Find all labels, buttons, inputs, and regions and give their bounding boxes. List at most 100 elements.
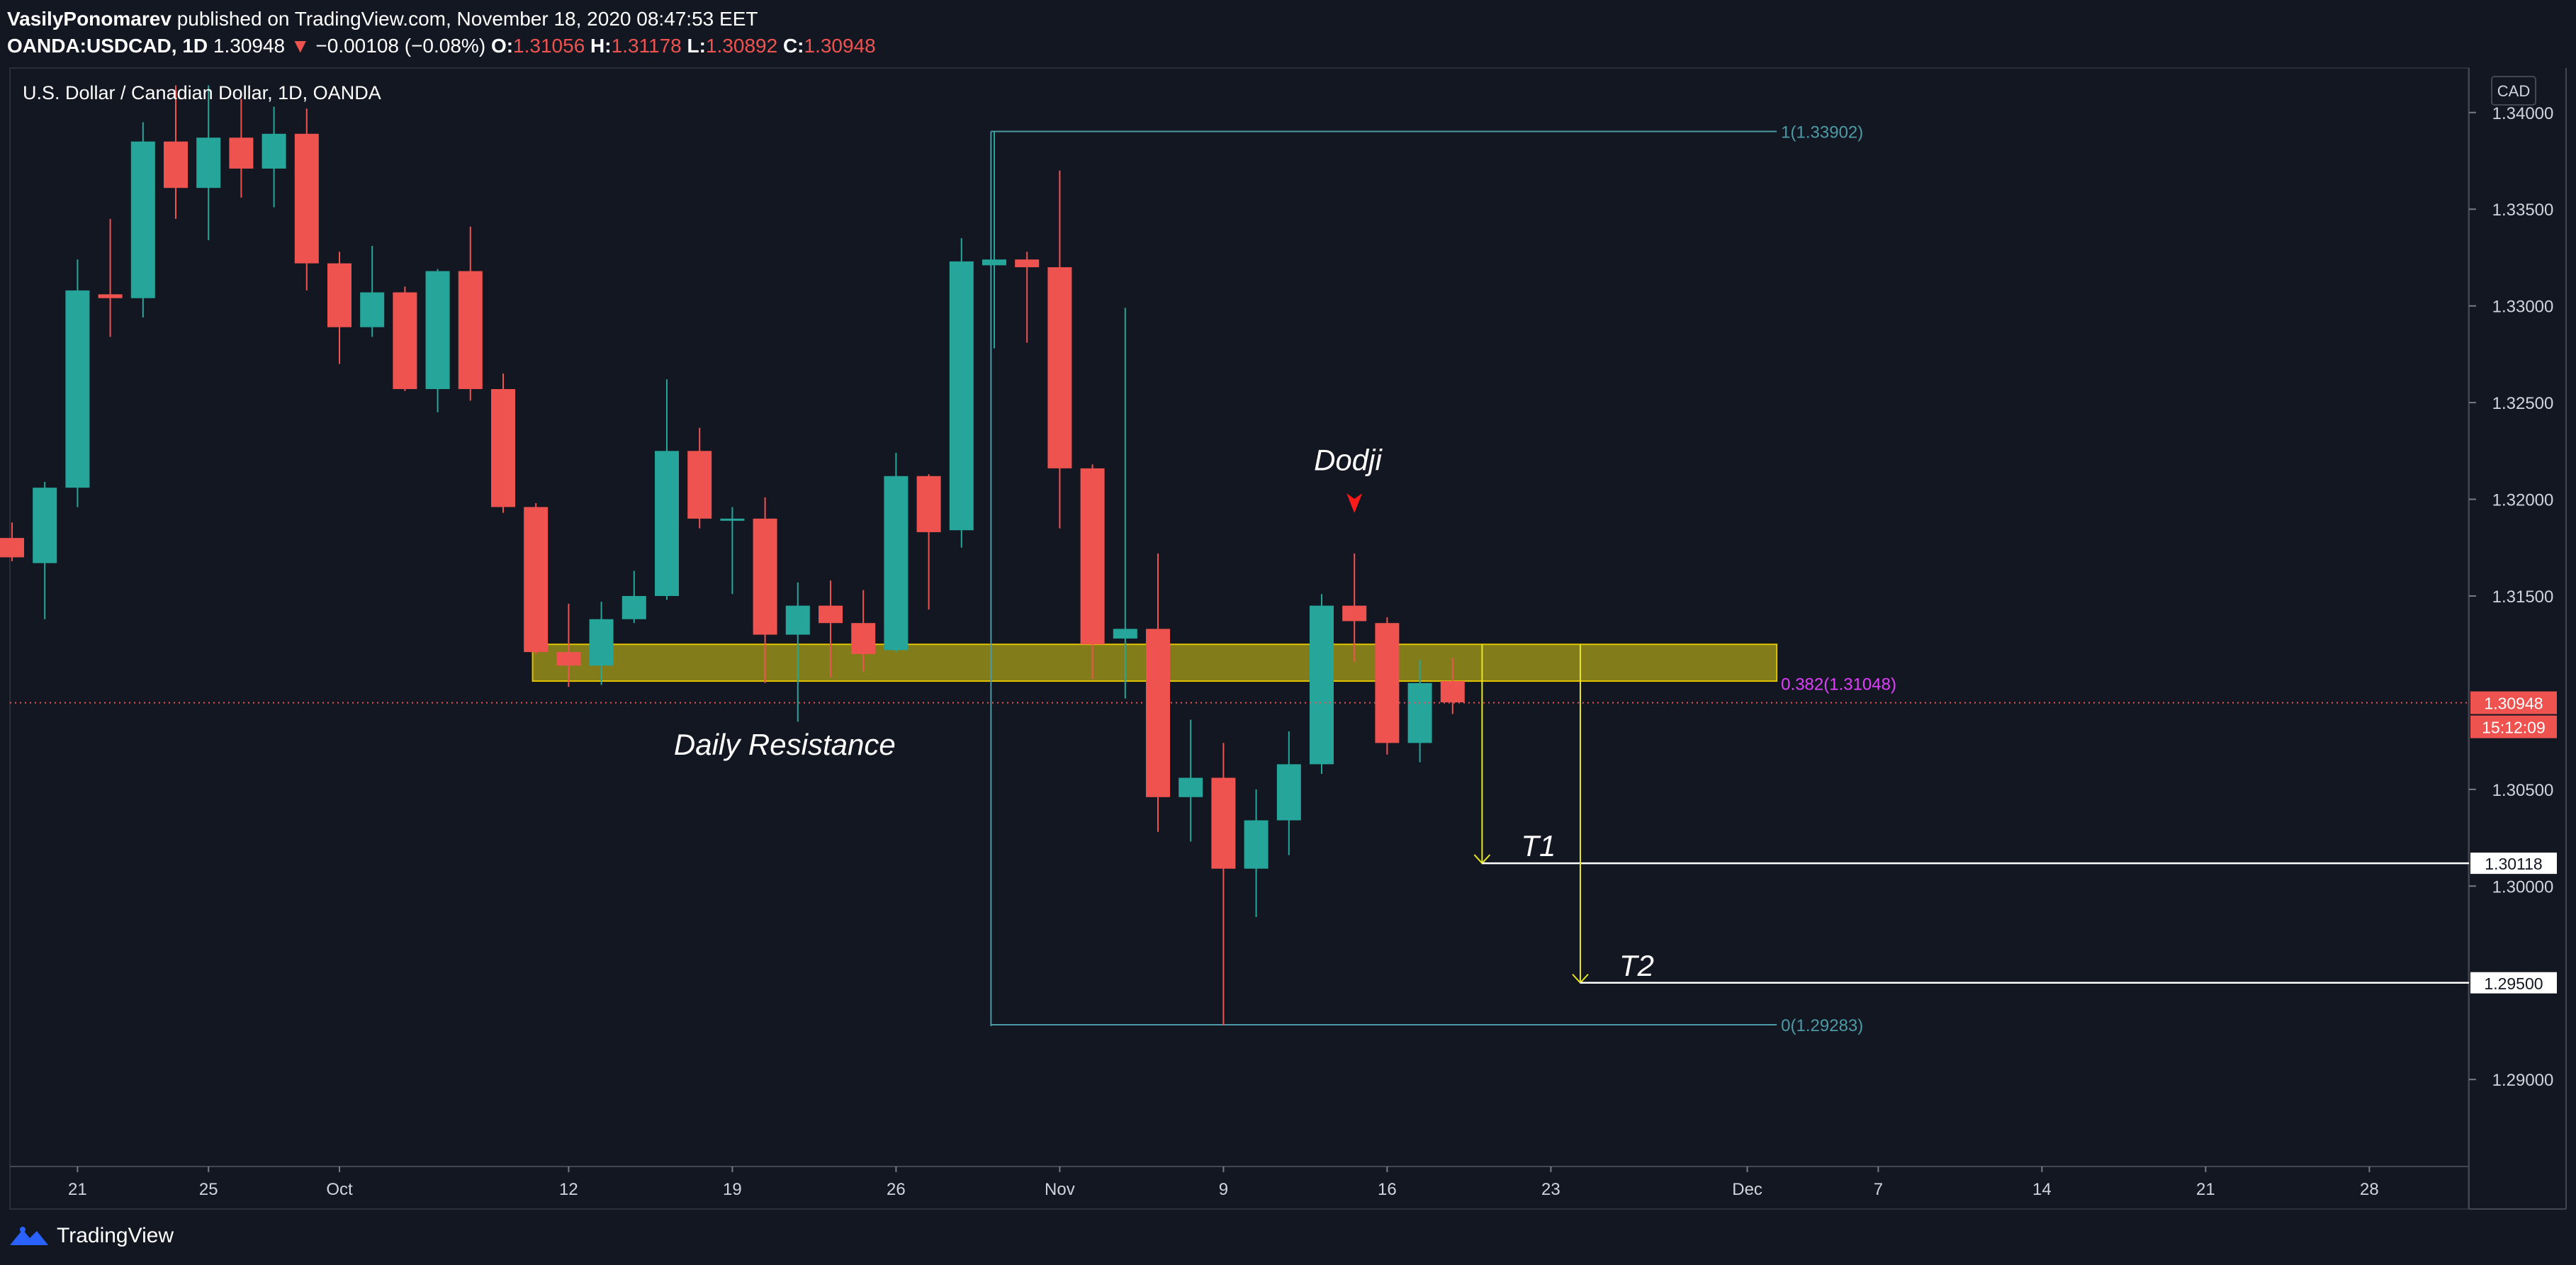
candle-body xyxy=(1015,259,1040,268)
candle-body xyxy=(0,538,24,558)
candle[interactable] xyxy=(1375,617,1400,755)
author-name[interactable]: VasilyPonomarev xyxy=(7,8,171,30)
candle[interactable] xyxy=(294,108,319,291)
candle-body xyxy=(753,518,777,635)
candle-body xyxy=(819,605,843,624)
candle[interactable] xyxy=(851,590,876,672)
candle[interactable] xyxy=(327,252,351,364)
candle[interactable] xyxy=(1440,658,1465,714)
candle[interactable] xyxy=(1276,731,1301,855)
candle[interactable] xyxy=(720,507,745,595)
candle-body xyxy=(98,294,123,298)
candle-body xyxy=(130,141,155,298)
candle[interactable] xyxy=(1080,464,1105,680)
y-tick-label: 1.30000 xyxy=(2492,877,2554,896)
candle-body xyxy=(1047,267,1072,468)
currency-badge[interactable] xyxy=(2491,76,2536,106)
ohlc-line: OANDA:USDCAD, 1D 1.30948 ▼ −0.00108 (−0.… xyxy=(7,34,876,58)
candle[interactable] xyxy=(98,218,123,337)
target-label: T2 xyxy=(1619,949,1654,982)
candle[interactable] xyxy=(524,502,549,654)
x-tick-label: 21 xyxy=(68,1180,87,1199)
last-price: 1.30948 xyxy=(213,35,286,57)
tradingview-brand[interactable]: TradingView xyxy=(9,1220,174,1252)
candle[interactable] xyxy=(1146,553,1170,832)
candle-body xyxy=(164,141,188,189)
candle[interactable] xyxy=(884,453,909,653)
y-tick-label: 1.30500 xyxy=(2492,781,2554,800)
candle-body xyxy=(949,261,974,531)
candle[interactable] xyxy=(1407,660,1432,763)
candle[interactable] xyxy=(491,373,515,513)
candle[interactable] xyxy=(1211,743,1236,1025)
candle[interactable] xyxy=(1310,594,1334,775)
candle[interactable] xyxy=(655,379,679,600)
candle-body xyxy=(294,133,319,264)
candle[interactable] xyxy=(196,85,221,240)
close-label: C: xyxy=(782,35,804,57)
candle[interactable] xyxy=(916,474,941,610)
candle[interactable] xyxy=(785,582,810,722)
x-tick-label: 28 xyxy=(2360,1180,2379,1199)
symbol-label[interactable]: OANDA:USDCAD, 1D xyxy=(7,35,208,57)
candle[interactable] xyxy=(687,427,712,529)
chart-header: VasilyPonomarev published on TradingView… xyxy=(7,7,876,58)
x-tick-label: 14 xyxy=(2032,1180,2052,1199)
price-change: −0.00108 (−0.08%) xyxy=(315,35,486,57)
annotation-label: Dodji xyxy=(1314,444,1383,477)
candle-body xyxy=(556,652,581,666)
candle[interactable] xyxy=(130,122,155,318)
candle[interactable] xyxy=(458,226,483,401)
y-tick-label: 1.33000 xyxy=(2492,298,2554,317)
candle-body xyxy=(1080,468,1105,645)
candle-body xyxy=(589,619,614,666)
candle[interactable] xyxy=(0,522,24,561)
candle-body xyxy=(1113,629,1137,639)
candle[interactable] xyxy=(589,602,614,685)
x-tick-label: Nov xyxy=(1045,1180,1075,1199)
candle-body xyxy=(1375,623,1400,743)
x-tick-label: 12 xyxy=(559,1180,578,1199)
candle[interactable] xyxy=(229,99,254,198)
open-label: O: xyxy=(490,35,514,57)
candle[interactable] xyxy=(33,481,57,619)
candle[interactable] xyxy=(621,570,646,624)
candle[interactable] xyxy=(753,497,777,683)
candle[interactable] xyxy=(556,603,581,687)
candle[interactable] xyxy=(360,246,385,337)
candle[interactable] xyxy=(65,259,90,507)
candle-body xyxy=(33,488,57,563)
candle[interactable] xyxy=(1047,170,1072,529)
candle-body xyxy=(785,605,810,635)
candle[interactable] xyxy=(982,132,1006,349)
candle-body xyxy=(1440,681,1465,703)
currency-label: CAD xyxy=(2497,82,2530,100)
candle[interactable] xyxy=(425,269,450,412)
x-tick-label: 7 xyxy=(1874,1180,1883,1199)
current-price-label: 1.30948 xyxy=(2484,695,2543,713)
x-tick-label: 25 xyxy=(199,1180,218,1199)
candle-body xyxy=(1342,605,1367,622)
fib-level-label: 1(1.33902) xyxy=(1781,123,1863,142)
candle[interactable] xyxy=(1015,252,1040,343)
candle[interactable] xyxy=(819,580,843,678)
candle[interactable] xyxy=(1113,308,1137,699)
candle[interactable] xyxy=(1244,789,1269,917)
candle[interactable] xyxy=(949,238,974,548)
candle-body xyxy=(1244,820,1269,869)
brand-name: TradingView xyxy=(57,1224,174,1247)
fib-level-label: 0.382(1.31048) xyxy=(1781,675,1896,694)
candle-body xyxy=(1310,605,1334,765)
candle[interactable] xyxy=(1179,719,1203,842)
fib-level-label: 0(1.29283) xyxy=(1781,1016,1863,1035)
x-tick-label: 23 xyxy=(1541,1180,1560,1199)
candle[interactable] xyxy=(1342,553,1367,662)
candle[interactable] xyxy=(261,106,286,208)
published-info: published on TradingView.com, November 1… xyxy=(176,8,758,30)
candle-body xyxy=(851,623,876,654)
candle[interactable] xyxy=(164,85,188,219)
candle[interactable] xyxy=(393,286,417,391)
close-value: 1.30948 xyxy=(804,35,876,57)
candle-body xyxy=(655,451,679,596)
